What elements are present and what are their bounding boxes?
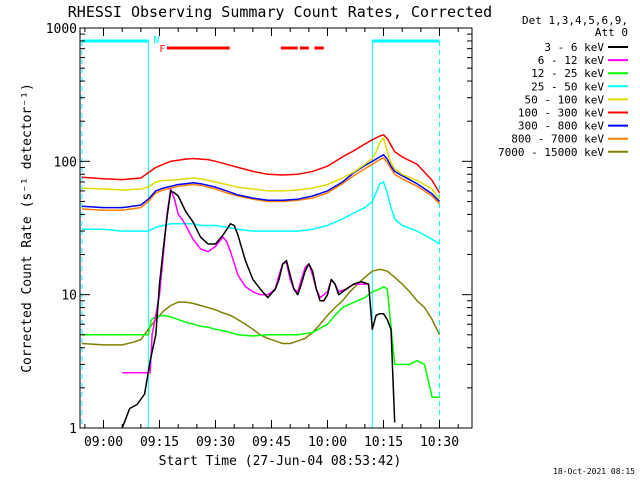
series-line-2 bbox=[81, 285, 440, 399]
legend-label-0: 3 - 6 keV bbox=[544, 41, 604, 54]
series-line-3 bbox=[81, 181, 440, 245]
y-tick-label: 1 bbox=[69, 422, 77, 437]
legend-label-7: 800 - 7000 keV bbox=[511, 133, 604, 146]
x-tick-label: 09:30 bbox=[196, 435, 235, 450]
legend-header-line: Att 0 bbox=[595, 26, 628, 39]
legend-label-8: 7000 - 15000 keV bbox=[498, 146, 604, 159]
legend-header-line: Det 1,3,4,5,6,9, bbox=[522, 14, 628, 27]
legend-header: Det 1,3,4,5,6,9,Att 0 bbox=[522, 14, 628, 39]
series-line-0 bbox=[121, 190, 396, 429]
night-label: N bbox=[153, 35, 159, 46]
legend-label-6: 300 - 800 keV bbox=[518, 120, 604, 133]
legend-label-1: 6 - 12 keV bbox=[538, 54, 605, 67]
x-tick-label: 09:15 bbox=[140, 435, 179, 450]
series-line-6 bbox=[81, 154, 441, 209]
flag-label: F bbox=[159, 44, 165, 55]
chart-title: RHESSI Observing Summary Count Rates, Co… bbox=[68, 3, 492, 21]
y-axis-label: Corrected Count Rate (s⁻¹ detector⁻¹) bbox=[20, 83, 35, 373]
legend-label-5: 100 - 300 keV bbox=[518, 107, 604, 120]
legend-label-4: 50 - 100 keV bbox=[525, 93, 605, 106]
x-tick-label: 10:15 bbox=[364, 435, 403, 450]
y-tick-label: 10 bbox=[61, 289, 77, 304]
annotation-layer: NF bbox=[81, 35, 441, 428]
series-line-4 bbox=[81, 137, 441, 200]
y-tick-label: 100 bbox=[54, 155, 77, 170]
x-tick-label: 09:00 bbox=[84, 435, 123, 450]
series-line-7 bbox=[81, 157, 441, 211]
series-line-8 bbox=[81, 268, 441, 346]
plot-frame bbox=[79, 27, 473, 429]
series-line-5 bbox=[81, 134, 441, 194]
x-axis-label: Start Time (27-Jun-04 08:53:42) bbox=[159, 454, 402, 469]
series-layer bbox=[81, 134, 441, 429]
x-tick-label: 10:00 bbox=[308, 435, 347, 450]
legend-label-2: 12 - 25 keV bbox=[531, 67, 604, 80]
legend-label-3: 25 - 50 keV bbox=[531, 80, 604, 93]
x-tick-label: 10:30 bbox=[420, 435, 459, 450]
axes: 09:00 09:15 09:30 09:45 10:00 10:15 10:30 1 10 10… bbox=[46, 22, 472, 450]
y-tick-label: 1000 bbox=[46, 22, 77, 37]
x-tick-label: 09:45 bbox=[252, 435, 291, 450]
footer-date: 18-Oct-2021 08:15 bbox=[553, 467, 635, 476]
